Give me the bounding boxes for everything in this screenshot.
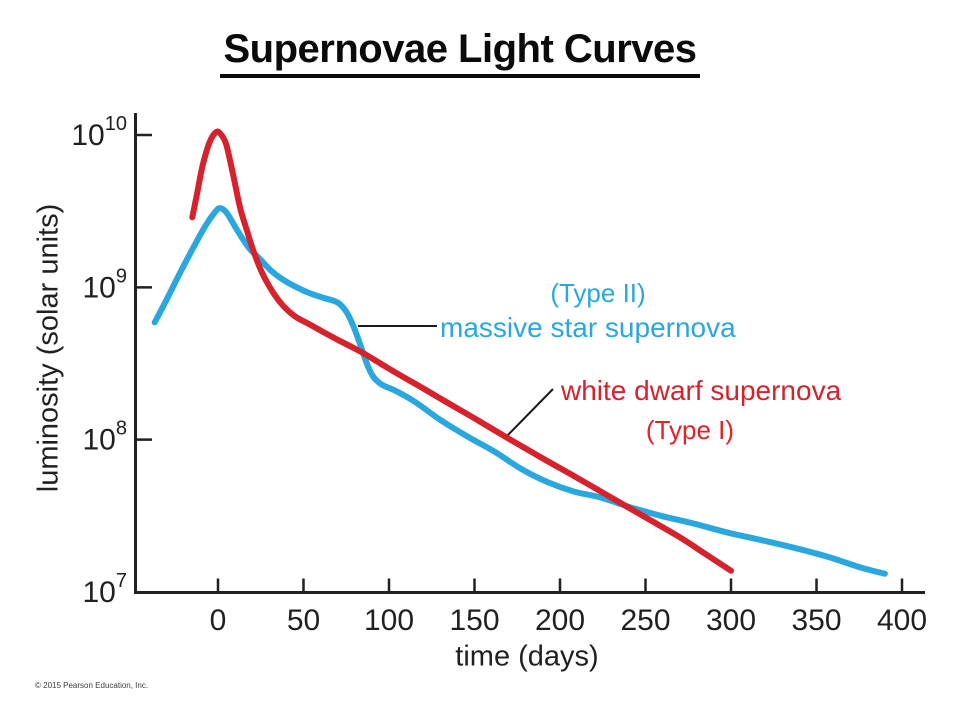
y-tick-label: 108 [83,418,128,457]
copyright-text: © 2015 Pearson Education, Inc. [35,681,149,690]
x-tick-label: 200 [535,604,585,637]
massive-star-label: massive star supernova [440,312,736,343]
type1-label: (Type I) [645,415,735,445]
plot-axes [134,113,925,594]
type2-label: (Type II) [550,278,646,308]
y-tick-label: 109 [83,265,128,304]
y-axis-title: luminosity (solar units) [32,203,65,493]
y-tick-label: 1010 [71,113,127,152]
x-tick-label: 100 [364,604,414,637]
white-dwarf-curve [189,128,734,574]
white-dwarf-leader-line [506,388,554,437]
x-axis-title: time (days) [455,640,599,673]
page-title: Supernovae Light Curves [220,26,700,78]
x-tick-label: 250 [620,604,670,637]
x-tick-label: 50 [287,604,320,637]
title-row: Supernovae Light Curves [0,26,920,78]
x-tick-label: 0 [210,604,227,637]
white-dwarf-label: white dwarf supernova [561,375,842,406]
x-tick-label: 150 [449,604,499,637]
massive-star-curve [151,205,888,577]
y-tick-label: 107 [83,570,128,609]
x-tick-label: 400 [877,604,927,637]
x-tick-label: 300 [706,604,756,637]
x-tick-label: 350 [791,604,841,637]
